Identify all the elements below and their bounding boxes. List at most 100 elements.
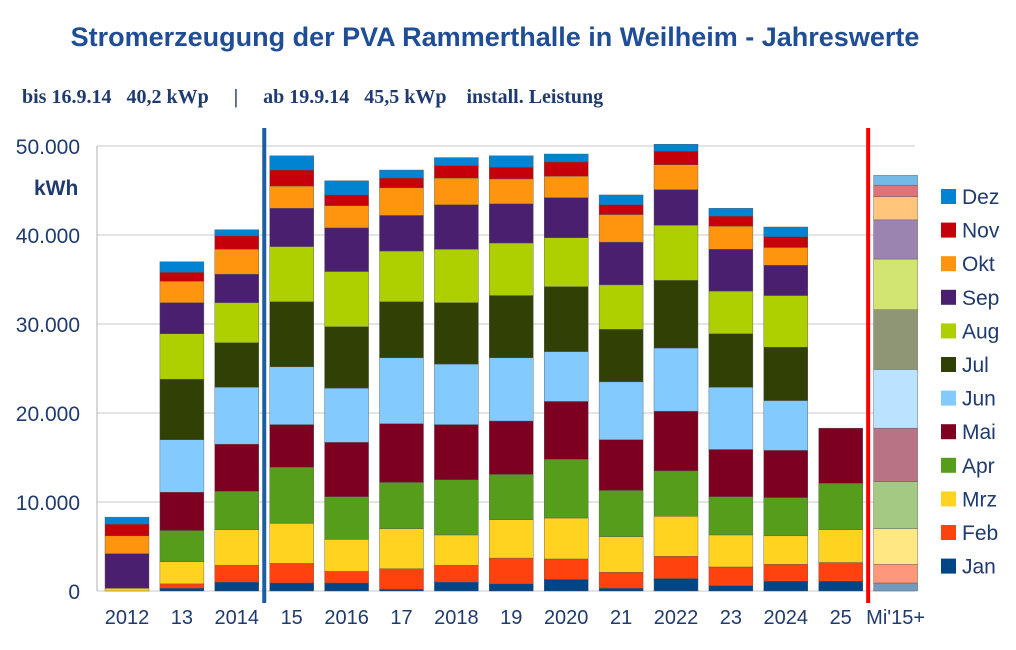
bar-segment-okt <box>763 247 808 266</box>
bar-segment-jul <box>489 295 534 359</box>
bar-segment-apr <box>708 496 754 536</box>
bar-segment-dez <box>214 229 260 237</box>
bar-segment-jun <box>653 347 699 412</box>
legend-swatch-jul <box>941 357 956 372</box>
bar-segment-dez <box>324 180 369 196</box>
bar-segment-jan <box>434 581 479 592</box>
bar-segment-feb <box>434 564 479 583</box>
x-tick-label: 2018 <box>434 607 479 629</box>
bar-segment-mrz <box>544 517 589 560</box>
bar-segment-sep <box>708 249 754 292</box>
bar-segment-apr <box>269 467 314 524</box>
bar-segment-apr <box>159 530 205 562</box>
legend-swatch-jan <box>941 558 956 574</box>
bar-segment-jul <box>214 342 260 388</box>
bar-segment-aug <box>544 237 589 287</box>
bars <box>104 144 918 592</box>
legend-label: Apr <box>962 455 995 478</box>
bar-segment-jun <box>489 357 534 422</box>
x-tick-label: 25 <box>830 607 852 629</box>
x-tick-label: 15 <box>281 607 303 629</box>
x-tick-label: 2012 <box>105 607 150 629</box>
bar-segment-jan <box>324 582 369 592</box>
bar-segment-mrz <box>379 528 424 569</box>
bar-segment-sep <box>434 204 479 250</box>
bar-segment-apr <box>214 491 260 530</box>
bar-segment-nov <box>544 161 589 177</box>
bar-segment-jun <box>434 363 479 425</box>
bar-segment-nov <box>598 204 644 215</box>
y-tick-label: 10.000 <box>16 492 80 515</box>
bar-segment-apr <box>763 497 808 537</box>
bar-segment-okt <box>104 535 150 554</box>
bar-segment-jun <box>873 369 918 429</box>
bar-segment-jan <box>598 588 644 592</box>
legend-label: Mrz <box>962 488 997 511</box>
y-tick-label: 50.000 <box>16 136 80 159</box>
bar-segment-apr <box>873 481 918 529</box>
bar-segment-mrz <box>598 536 644 573</box>
bar-segment-mrz <box>214 529 260 566</box>
legend-label: Jun <box>962 388 996 411</box>
bar-segment-mai <box>598 439 644 491</box>
bar-segment-dez <box>544 153 589 163</box>
legend-swatch-aug <box>941 323 956 339</box>
x-tick-label: 2024 <box>764 607 809 629</box>
bar-segment-aug <box>763 295 808 348</box>
x-tick-label: 2022 <box>654 607 699 629</box>
bar-segment-nov <box>653 151 699 165</box>
bar-segment-sep <box>598 241 644 286</box>
bar-segment-jul <box>269 301 314 367</box>
y-tick-label: 0 <box>68 581 80 604</box>
bar-segment-mai <box>379 423 424 483</box>
legend-label: Nov <box>962 220 1000 243</box>
bar-segment-jun <box>379 357 424 424</box>
bar-segment-mrz <box>653 516 699 557</box>
bar-segment-aug <box>269 246 314 302</box>
bar-segment-jul <box>763 346 808 401</box>
legend-swatch-dez <box>941 189 956 204</box>
bar-segment-jul <box>708 333 754 388</box>
legend-label: Sep <box>962 287 999 310</box>
legend-label: Aug <box>962 320 999 343</box>
legend-label: Feb <box>962 522 998 545</box>
bar-segment-apr <box>324 496 369 540</box>
bar-segment-nov <box>104 524 150 537</box>
bar-segment-mai <box>544 401 589 460</box>
bar-segment-mrz <box>104 588 150 592</box>
bar-segment-mai <box>763 450 808 498</box>
bar-segment-nov <box>159 272 205 282</box>
bar-segment-jan <box>214 581 260 592</box>
x-tick-label: 2016 <box>324 607 369 629</box>
bar-segment-mrz <box>269 523 314 564</box>
bar-segment-nov <box>873 184 918 197</box>
bar-segment-feb <box>379 568 424 590</box>
bar-segment-nov <box>489 167 534 180</box>
bar-segment-feb <box>653 556 699 579</box>
bar-segment-feb <box>489 557 534 585</box>
bar-segment-sep <box>269 208 314 247</box>
bar-segment-jan <box>708 585 754 592</box>
y-tick-label: 20.000 <box>16 403 80 426</box>
y-tick-label: 30.000 <box>16 314 80 337</box>
bar-segment-sep <box>653 189 699 226</box>
bar-segment-dez <box>159 261 205 273</box>
bar-segment-feb <box>818 562 863 582</box>
x-tick-label: 21 <box>610 607 632 629</box>
legend-label: Mai <box>962 421 996 444</box>
bar-segment-jun <box>544 351 589 402</box>
bar-segment-mai <box>489 420 534 475</box>
bar-segment-aug <box>379 250 424 302</box>
bar-segment-jul <box>653 280 699 349</box>
bar-segment-feb <box>598 572 644 589</box>
bar-segment-okt <box>324 205 369 229</box>
legend-label: Dez <box>962 186 999 209</box>
bar-segment-nov <box>214 235 260 250</box>
bar-segment-sep <box>324 227 369 272</box>
bar-segment-aug <box>434 249 479 303</box>
bar-segment-aug <box>873 258 918 310</box>
bar-segment-okt <box>214 249 260 275</box>
bar-segment-okt <box>489 178 534 205</box>
bar-segment-feb <box>708 566 754 586</box>
